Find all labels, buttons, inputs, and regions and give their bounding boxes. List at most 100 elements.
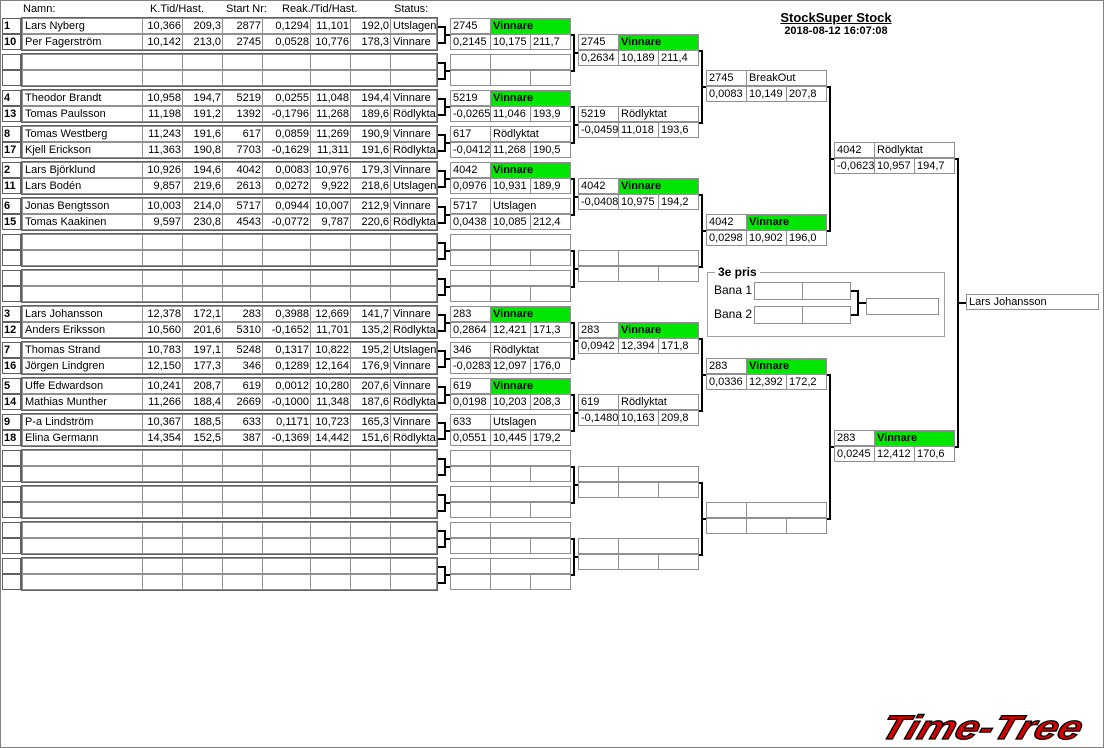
seed-number: 7 (2, 342, 21, 358)
result-speed (530, 250, 571, 266)
heat-cell-name[interactable] (22, 486, 144, 502)
connector-line (571, 286, 574, 288)
heat-cell-tid (310, 558, 352, 574)
result-speed: 212,4 (530, 214, 571, 230)
result-reaction (578, 554, 619, 570)
heat-group (21, 485, 438, 519)
result-start-number: 283 (450, 306, 491, 322)
result-reaction: 0,0298 (706, 230, 747, 246)
heat-cell-hast (350, 70, 392, 86)
heat-cell-kh: 194,7 (182, 90, 224, 106)
result-time (618, 482, 659, 498)
heat-cell-name[interactable] (22, 70, 144, 86)
result-reaction: 0,0336 (706, 374, 747, 390)
result-time (490, 538, 531, 554)
heat-cell-name[interactable]: Lars Nyberg (22, 18, 144, 34)
result-start-number (578, 250, 619, 266)
heat-cell-name[interactable] (22, 234, 144, 250)
seed-number (2, 502, 21, 518)
connector-line (571, 574, 574, 576)
heat-cell-name[interactable]: Mathias Munther (22, 394, 144, 410)
heat-cell-kt: 10,958 (142, 90, 184, 106)
connector-line (444, 142, 450, 144)
heat-cell-name[interactable] (22, 270, 144, 286)
result-time (490, 250, 531, 266)
connector-line (573, 52, 578, 54)
heat-cell-kt: 11,198 (142, 106, 184, 122)
svg-text:Time-Tree: Time-Tree (876, 709, 1088, 745)
connector-line (438, 78, 446, 80)
heat-cell-tid: 10,976 (310, 162, 352, 178)
heat-cell-kh (182, 70, 224, 86)
connector-line (701, 86, 706, 88)
connector-line (827, 230, 830, 232)
connector-line (571, 322, 574, 324)
heat-cell-kh: 230,8 (182, 214, 224, 230)
seed-number: 5 (2, 378, 21, 394)
heat-cell-name[interactable]: Tomas Westberg (22, 126, 144, 142)
heat-cell-name[interactable] (22, 522, 144, 538)
heat-cell-name[interactable]: Lars Johansson (22, 306, 144, 322)
heat-cell-name[interactable]: Per Fagerström (22, 34, 144, 50)
seed-number: 14 (2, 394, 21, 410)
third-place-group (707, 272, 945, 337)
heat-cell-hast (350, 250, 392, 266)
heat-cell-name[interactable] (22, 466, 144, 482)
column-header-reak: Reak./Tid/Hast. (282, 3, 358, 15)
heat-cell-name[interactable]: Uffe Edwardson (22, 378, 144, 394)
heat-cell-tid (310, 466, 352, 482)
connector-line (444, 70, 450, 72)
heat-cell-name[interactable]: Jörgen Lindgren (22, 358, 144, 374)
column-header-name: Namn: (23, 3, 56, 15)
heat-cell-reak: -0,1000 (262, 394, 312, 410)
connector-line (573, 484, 578, 486)
seed-number (2, 270, 21, 286)
result-reaction: 0,2864 (450, 322, 491, 338)
heat-cell-name[interactable] (22, 558, 144, 574)
result-speed: 176,0 (530, 358, 571, 374)
connector-line (438, 366, 446, 368)
connector-line (438, 278, 446, 280)
heat-cell-tid: 14,442 (310, 430, 352, 446)
heat-cell-name[interactable]: Kjell Erickson (22, 142, 144, 158)
result-start-number: 4042 (834, 142, 875, 158)
result-start-number: 617 (450, 126, 491, 142)
heat-cell-status: Vinnare (390, 162, 437, 178)
heat-cell-name[interactable]: Anders Eriksson (22, 322, 144, 338)
heat-cell-status: Vinnare (390, 414, 437, 430)
result-start-number: 2745 (578, 34, 619, 50)
heat-group (21, 449, 438, 483)
heat-cell-name[interactable] (22, 286, 144, 302)
heat-cell-name[interactable] (22, 54, 144, 70)
result-start-number (578, 538, 619, 554)
heat-cell-name[interactable]: Lars Björklund (22, 162, 144, 178)
heat-cell-name[interactable] (22, 574, 144, 590)
connector-line (438, 42, 446, 44)
heat-cell-reak (262, 558, 312, 574)
result-time: 10,902 (746, 230, 787, 246)
heat-cell-name[interactable]: Jonas Bengtsson (22, 198, 144, 214)
seed-number (2, 538, 21, 554)
result-reaction: -0,0623 (834, 158, 875, 174)
third-place-lane2-result (802, 306, 851, 324)
result-speed (530, 286, 571, 302)
heat-cell-name[interactable] (22, 538, 144, 554)
third-place-lane1-result (802, 282, 851, 300)
heat-cell-name[interactable]: P-a Lindström (22, 414, 144, 430)
heat-cell-name[interactable]: Elina Germann (22, 430, 144, 446)
heat-cell-name[interactable]: Tomas Paulsson (22, 106, 144, 122)
heat-cell-kh (182, 270, 224, 286)
heat-cell-name[interactable]: Theodor Brandt (22, 90, 144, 106)
heat-cell-name[interactable] (22, 250, 144, 266)
connector-line (438, 494, 446, 496)
heat-cell-name[interactable] (22, 450, 144, 466)
heat-cell-name[interactable]: Lars Bodén (22, 178, 144, 194)
heat-cell-reak (262, 70, 312, 86)
heat-cell-kh (182, 234, 224, 250)
heat-cell-hast: 176,9 (350, 358, 392, 374)
heat-cell-status: Utslagen (390, 342, 437, 358)
result-time (618, 554, 659, 570)
heat-cell-name[interactable]: Thomas Strand (22, 342, 144, 358)
heat-cell-name[interactable] (22, 502, 144, 518)
heat-cell-name[interactable]: Tomas Kaakinen (22, 214, 144, 230)
